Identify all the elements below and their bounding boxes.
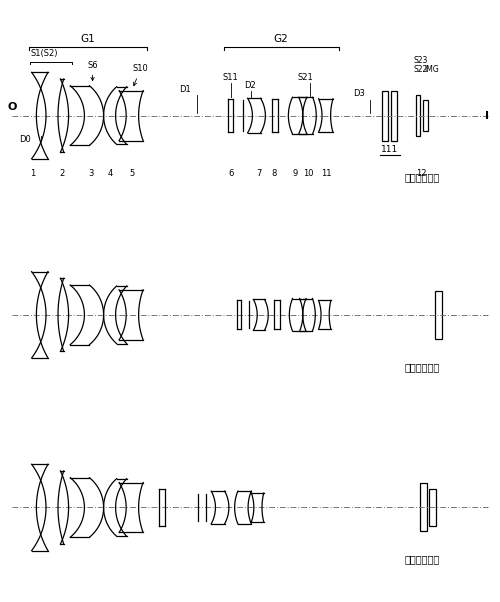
Bar: [429, 489, 436, 526]
Bar: [382, 90, 388, 140]
Text: S22: S22: [413, 66, 428, 75]
Text: 3: 3: [88, 169, 94, 178]
Text: （远摄位置）: （远摄位置）: [404, 554, 440, 565]
Text: 12: 12: [416, 169, 426, 178]
Text: S21: S21: [298, 73, 313, 81]
Text: 111: 111: [381, 144, 398, 154]
Text: O: O: [8, 102, 17, 112]
Text: S11: S11: [223, 73, 238, 81]
Text: 9: 9: [292, 169, 298, 178]
Text: 4: 4: [107, 169, 112, 178]
Bar: [416, 95, 420, 135]
Bar: [420, 483, 427, 532]
Text: IMG: IMG: [424, 66, 438, 75]
Text: 11: 11: [321, 169, 332, 178]
Text: 5: 5: [130, 169, 135, 178]
Text: （广角位置）: （广角位置）: [404, 172, 440, 182]
Text: I: I: [485, 111, 489, 120]
Text: 8: 8: [272, 169, 277, 178]
Text: G2: G2: [274, 34, 288, 43]
Text: D1: D1: [180, 84, 191, 93]
Text: D0: D0: [18, 135, 30, 144]
Text: 7: 7: [256, 169, 262, 178]
Bar: [391, 90, 397, 140]
Bar: [423, 100, 428, 131]
Text: S1(S2): S1(S2): [30, 49, 58, 58]
Text: 10: 10: [304, 169, 314, 178]
Bar: [435, 291, 442, 339]
Text: 2: 2: [59, 169, 64, 178]
Text: D3: D3: [354, 89, 366, 98]
Text: （中间位置）: （中间位置）: [404, 362, 440, 372]
Text: D2: D2: [244, 81, 256, 90]
Text: 1: 1: [30, 169, 36, 178]
Text: S23: S23: [413, 56, 428, 65]
Text: 6: 6: [228, 169, 234, 178]
Text: S10: S10: [132, 64, 148, 85]
Text: S6: S6: [87, 61, 98, 81]
Text: G1: G1: [80, 34, 96, 43]
